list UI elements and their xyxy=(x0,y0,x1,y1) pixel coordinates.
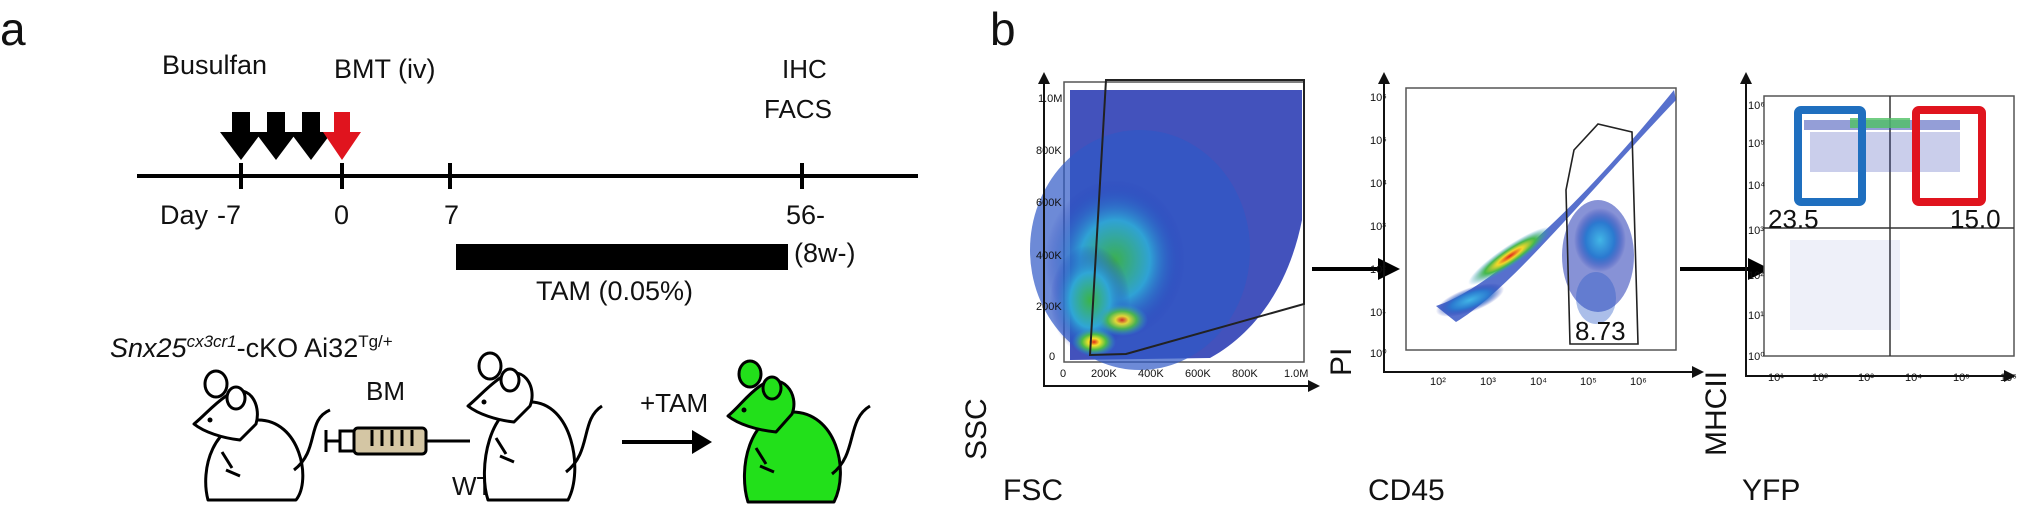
day-tick-7: 7 xyxy=(444,200,460,230)
tam-arrow xyxy=(622,430,712,454)
plot2-gate xyxy=(1565,123,1639,345)
panel-a-letter: a xyxy=(0,3,26,55)
day-prefix: Day xyxy=(160,200,209,230)
reporter-name: Ai32 xyxy=(304,333,359,363)
gene-name: Snx25 xyxy=(110,333,187,363)
bm-label: BM xyxy=(366,376,405,406)
genotype-label: Snx25cx3cr1-cKO Ai32Tg/+ xyxy=(110,332,393,364)
mouse-3-icon xyxy=(726,359,871,504)
tam-label: TAM (0.05%) xyxy=(536,276,694,306)
plot1-ytick: 1.0M xyxy=(1038,93,1063,105)
tam-bar xyxy=(456,244,788,270)
plot1-ytick: 400K xyxy=(1036,250,1062,262)
busulfan-label: Busulfan xyxy=(162,50,268,80)
day-tick-56: 56- xyxy=(786,200,826,230)
plot3-left-gate xyxy=(1794,106,1866,206)
plot2-xtick: 10³ xyxy=(1480,376,1496,388)
plot3-xtick: 10¹ xyxy=(1768,372,1784,384)
plot2-ytick: 10⁴ xyxy=(1370,178,1387,190)
day-tick-minus7: -7 xyxy=(217,200,242,230)
panel-b-letter: b xyxy=(990,3,1016,55)
plot3-ytick: 10⁰ xyxy=(1748,351,1765,363)
mouse-illustration xyxy=(192,351,871,504)
mouse-2-icon xyxy=(466,351,603,502)
plot3-quad-left-value: 23.5 xyxy=(1768,204,1819,234)
plot2-xtick: 10⁴ xyxy=(1530,376,1547,388)
plot3-xtick: 10⁴ xyxy=(1905,372,1922,384)
plot1-ytick: 600K xyxy=(1036,197,1062,209)
reporter-superscript: Tg/+ xyxy=(358,332,393,351)
plot1-ylabel: SSC xyxy=(960,398,993,460)
plot3-ytick: 10³ xyxy=(1748,225,1764,237)
plot1-gate xyxy=(1088,79,1305,357)
mouse-1-icon xyxy=(192,369,331,502)
plot2-ytick: 10⁰ xyxy=(1370,348,1387,360)
bmt-arrow xyxy=(323,112,361,160)
plot2-ytick: 10⁵ xyxy=(1370,135,1387,147)
busulfan-arrows xyxy=(220,112,332,160)
bmt-label: BMT (iv) xyxy=(334,54,436,84)
plot1-xlabel: FSC xyxy=(1003,474,1063,507)
plot3-right-gate xyxy=(1912,106,1986,206)
busulfan-arrow-1 xyxy=(220,112,262,160)
plot2-ytick: 10¹ xyxy=(1370,307,1386,319)
gene-superscript: cx3cr1 xyxy=(186,332,237,351)
plot2-xtick: 10⁵ xyxy=(1580,376,1597,388)
plot1-scatter xyxy=(1030,72,1320,392)
plus-tam-label: +TAM xyxy=(640,388,709,418)
plot3-xtick: 10⁶ xyxy=(2000,372,2017,384)
plot1-xtick: 1.0M xyxy=(1284,368,1309,380)
plot2-scatter xyxy=(1378,72,1704,378)
plot2-axes xyxy=(1383,80,1700,373)
plot3-ytick: 10⁵ xyxy=(1748,138,1765,150)
plot3-ytick: 10⁶ xyxy=(1748,100,1765,112)
plot1-xtick: 600K xyxy=(1185,368,1211,380)
plot1-ytick: 0 xyxy=(1049,351,1056,363)
plot2-xlabel: CD45 xyxy=(1368,474,1445,507)
plot1-xtick: 200K xyxy=(1091,368,1117,380)
plot3-xtick: 10² xyxy=(1812,372,1828,384)
flow-arrow-2 xyxy=(1680,258,1770,280)
plot2-ytick: 10² xyxy=(1370,264,1386,276)
busulfan-arrow-2 xyxy=(255,112,297,160)
plot2-xtick: 10⁶ xyxy=(1630,376,1647,388)
facs-label: FACS xyxy=(764,94,832,124)
ihc-label: IHC xyxy=(782,54,827,84)
plot3-frame xyxy=(1763,95,2015,357)
plot3-quad-right-value: 15.0 xyxy=(1950,204,2001,234)
plot2-ylabel: PI xyxy=(1325,347,1358,376)
plot3-axes xyxy=(1745,80,2012,377)
plot2-xtick: 10² xyxy=(1430,376,1446,388)
plot3-xlabel: YFP xyxy=(1742,474,1801,507)
plot2-ytick: 10³ xyxy=(1370,221,1386,233)
plot3-ytick: 10² xyxy=(1748,270,1764,282)
busulfan-arrow-3 xyxy=(290,112,332,160)
plot3-ylabel: MHCII xyxy=(1700,371,1733,456)
plot2-ytick: 10⁶ xyxy=(1370,92,1387,104)
plot3-ytick: 10¹ xyxy=(1748,310,1764,322)
timeline-diagram xyxy=(137,112,918,270)
plot1-axes xyxy=(1043,80,1312,387)
gene-suffix: -cKO xyxy=(236,333,299,363)
weeks-label: (8w-) xyxy=(794,238,856,268)
plot1-xtick: 400K xyxy=(1138,368,1164,380)
day-tick-0: 0 xyxy=(334,200,350,230)
plot3-ytick: 10⁴ xyxy=(1748,180,1765,192)
plot1-xtick: 800K xyxy=(1232,368,1258,380)
plot1-xtick: 0 xyxy=(1060,368,1067,380)
plot3-dots xyxy=(1790,118,1960,330)
syringe-icon xyxy=(324,426,470,456)
plot1-ytick: 200K xyxy=(1036,301,1062,313)
plot3-xtick: 10⁵ xyxy=(1953,372,1970,384)
plot2-gate-value: 8.73 xyxy=(1575,316,1626,346)
plot3-scatter xyxy=(1740,72,2016,382)
plot3-xtick: 10³ xyxy=(1858,372,1874,384)
plot1-ytick: 800K xyxy=(1036,145,1062,157)
